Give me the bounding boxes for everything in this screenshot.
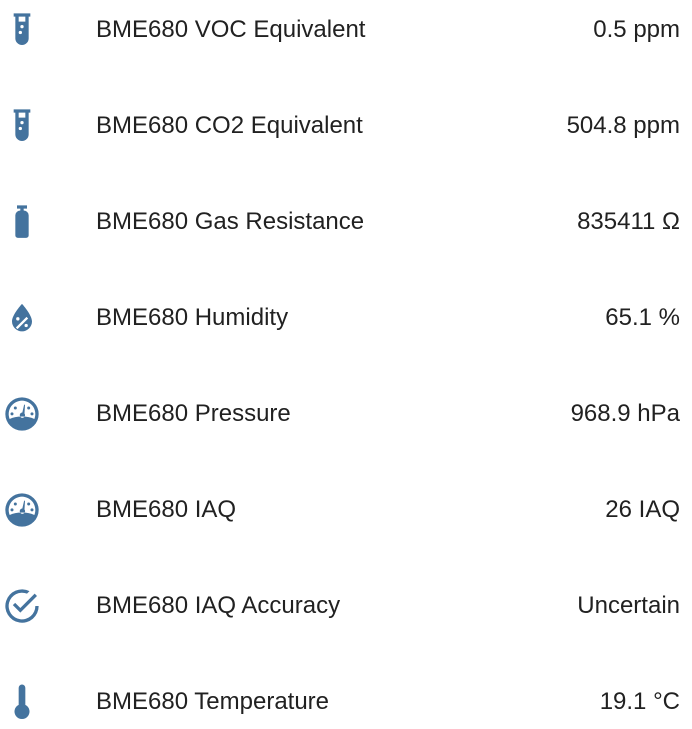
entity-row[interactable]: BME680 Temperature 19.1 °C <box>0 678 692 726</box>
entity-name[interactable]: BME680 IAQ <box>96 496 237 523</box>
entity-state: 968.9 hPa <box>570 400 680 427</box>
gauge-icon <box>2 394 42 434</box>
entity-state: 0.5 ppm <box>593 16 680 43</box>
entity-name[interactable]: BME680 Humidity <box>96 304 289 331</box>
entity-state: 26 IAQ <box>605 496 680 523</box>
entity-state: 835411 Ω <box>577 208 680 235</box>
gas-cylinder-icon <box>2 202 42 242</box>
entity-row[interactable]: BME680 IAQ Accuracy Uncertain <box>0 582 692 630</box>
entity-name[interactable]: BME680 CO2 Equivalent <box>96 112 363 139</box>
entity-name[interactable]: BME680 VOC Equivalent <box>96 16 366 43</box>
entity-name[interactable]: BME680 IAQ Accuracy <box>96 592 341 619</box>
entity-name[interactable]: BME680 Pressure <box>96 400 291 427</box>
entity-row[interactable]: BME680 Pressure 968.9 hPa <box>0 390 692 438</box>
entity-name[interactable]: BME680 Gas Resistance <box>96 208 365 235</box>
entity-row[interactable]: BME680 VOC Equivalent 0.5 ppm <box>0 6 692 54</box>
check-circle-outline-icon <box>2 586 42 626</box>
entity-row[interactable]: BME680 Humidity 65.1 % <box>0 294 692 342</box>
test-tube-icon <box>2 10 42 50</box>
entity-row[interactable]: BME680 IAQ 26 IAQ <box>0 486 692 534</box>
entity-row[interactable]: BME680 Gas Resistance 835411 Ω <box>0 198 692 246</box>
entity-state: 65.1 % <box>605 304 680 331</box>
entity-state: Uncertain <box>577 592 680 619</box>
entity-name[interactable]: BME680 Temperature <box>96 688 330 715</box>
gauge-icon <box>2 490 42 530</box>
thermometer-icon <box>2 682 42 722</box>
water-percent-icon <box>2 298 42 338</box>
entity-state: 19.1 °C <box>599 688 680 715</box>
entity-row[interactable]: BME680 CO2 Equivalent 504.8 ppm <box>0 102 692 150</box>
test-tube-icon <box>2 106 42 146</box>
entity-state: 504.8 ppm <box>566 112 680 139</box>
